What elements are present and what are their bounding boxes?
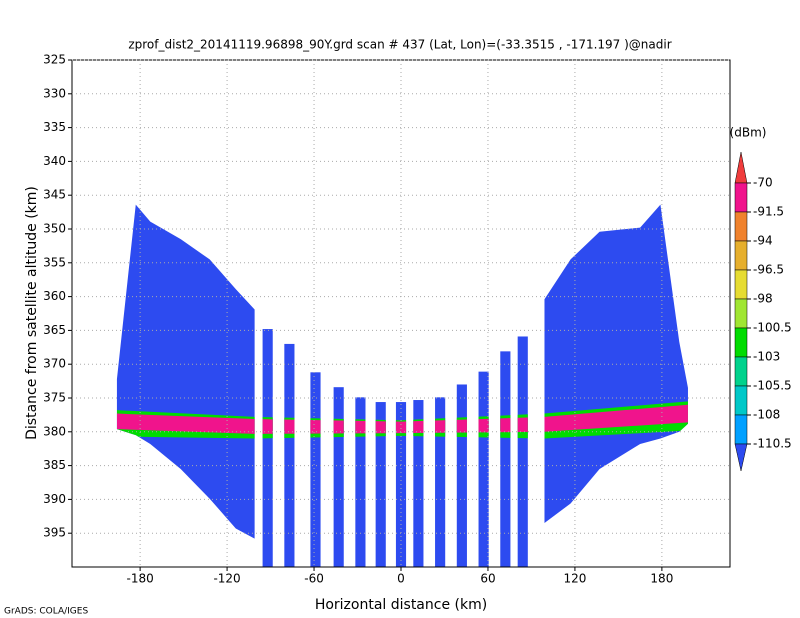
y-tick-label: 330 <box>43 86 66 100</box>
chart-title: zprof_dist2_20141119.96898_90Y.grd scan … <box>128 38 671 52</box>
x-tick-label: 60 <box>480 572 495 586</box>
field-strip <box>310 372 321 567</box>
colorbar-box <box>734 269 748 300</box>
colorbar-box <box>734 182 748 213</box>
colorbar-triangle <box>734 151 748 184</box>
y-tick-label: 355 <box>43 255 66 269</box>
colorbar-tick-label: -110.5 <box>753 437 792 451</box>
x-tick-label: -60 <box>304 572 324 586</box>
field-strip <box>355 397 366 567</box>
field <box>116 204 688 567</box>
y-tick-label: 385 <box>43 458 66 472</box>
field-strip <box>500 351 511 567</box>
colorbar-box <box>734 240 748 271</box>
x-tick-label: 0 <box>397 572 405 586</box>
field-strip <box>333 387 344 567</box>
y-tick-label: 395 <box>43 526 66 540</box>
y-tick-label: 340 <box>43 154 66 168</box>
colorbar-tick-label: -105.5 <box>753 379 792 393</box>
field-strip <box>517 336 528 567</box>
y-tick-label: 335 <box>43 120 66 134</box>
colorbar-tick-label: -94 <box>753 234 773 248</box>
field-area <box>116 204 255 539</box>
field-strip <box>262 329 273 567</box>
x-tick-label: -180 <box>127 572 154 586</box>
colorbar-tick-label: -100.5 <box>753 321 792 335</box>
x-axis-label: Horizontal distance (km) <box>315 597 487 613</box>
colorbar-triangle <box>734 443 748 472</box>
colorbar-box <box>734 327 748 358</box>
colorbar-box <box>734 298 748 329</box>
y-tick-label: 350 <box>43 222 66 236</box>
footer: GrADS: COLA/IGES <box>4 607 88 617</box>
colorbar-tick-label: -103 <box>753 350 780 364</box>
y-tick-label: 360 <box>43 289 66 303</box>
colorbar-tick-label: -96.5 <box>753 263 784 277</box>
colorbar-tick-label: -98 <box>753 292 773 306</box>
field-strip <box>375 402 386 567</box>
field-strip <box>478 371 489 567</box>
colorbar-tick-label: -108 <box>753 408 780 422</box>
colorbar-box <box>734 356 748 387</box>
y-axis-label: Distance from satellite altitude (km) <box>24 186 40 440</box>
x-tick-label: -120 <box>213 572 240 586</box>
colorbar-tick-label: -91.5 <box>753 205 784 219</box>
y-tick-label: 365 <box>43 323 66 337</box>
field-strip <box>435 397 446 567</box>
y-tick-label: 380 <box>43 424 66 438</box>
colorbar-box <box>734 385 748 416</box>
y-tick-label: 325 <box>43 53 66 67</box>
field-strip <box>413 400 424 567</box>
colorbar-label: (dBm) <box>730 126 767 140</box>
y-tick-label: 375 <box>43 391 66 405</box>
field-strip <box>456 384 467 567</box>
colorbar-box <box>734 211 748 242</box>
colorbar-box <box>734 414 748 445</box>
y-tick-label: 390 <box>43 492 66 506</box>
x-tick-label: 120 <box>563 572 586 586</box>
y-tick-label: 345 <box>43 188 66 202</box>
x-tick-label: 180 <box>650 572 673 586</box>
y-tick-label: 370 <box>43 357 66 371</box>
field-strip <box>284 343 295 567</box>
colorbar-tick-label: -70 <box>753 176 773 190</box>
